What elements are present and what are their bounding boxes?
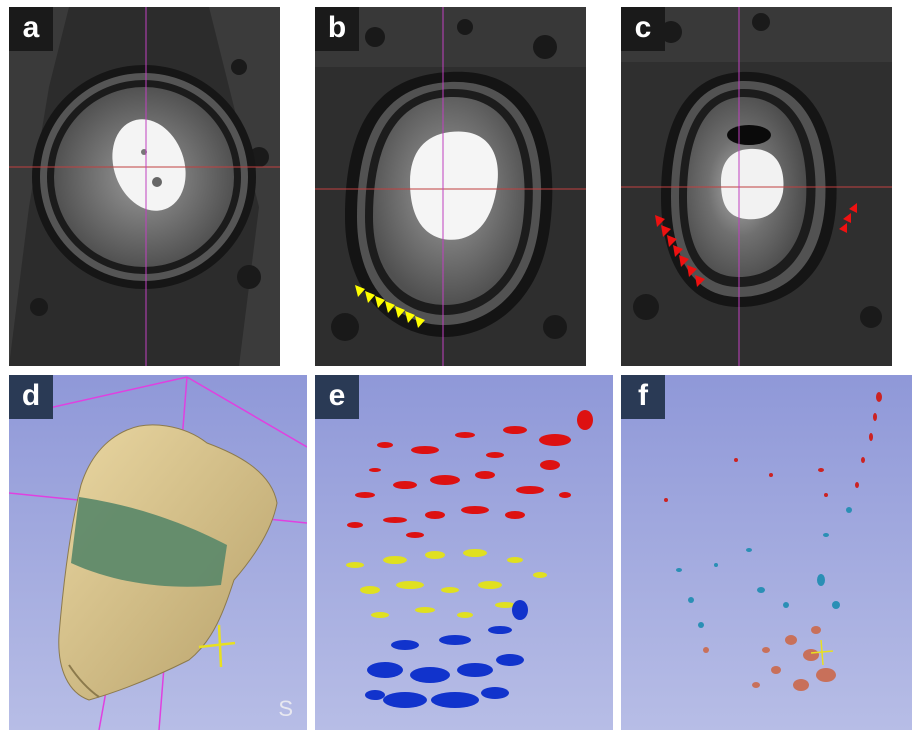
segmentation-render-e bbox=[315, 375, 613, 730]
salmon-points bbox=[703, 626, 836, 691]
panel-f-3d-segmentation: f bbox=[621, 375, 912, 730]
blue-region bbox=[365, 600, 528, 708]
red-arrowheads-right bbox=[839, 203, 857, 233]
panel-b-ct-slice: b bbox=[315, 7, 586, 366]
panel-a-ct-slice: a bbox=[9, 7, 280, 366]
red-points bbox=[664, 392, 882, 502]
orientation-cross bbox=[198, 624, 236, 668]
red-region bbox=[347, 410, 593, 538]
panel-label-a: a bbox=[9, 7, 53, 51]
blue-points bbox=[676, 507, 852, 628]
yellow-arrowheads bbox=[355, 285, 425, 328]
red-arrowheads-left bbox=[655, 215, 705, 287]
segmentation-render-f bbox=[621, 375, 912, 730]
panel-label-c: c bbox=[621, 7, 665, 51]
panel-label-e: e bbox=[315, 375, 359, 419]
yellow-region bbox=[346, 549, 547, 618]
orientation-cross bbox=[810, 639, 834, 666]
ct-slice-a-image bbox=[9, 7, 280, 366]
panel-label-b: b bbox=[315, 7, 359, 51]
ct-slice-c-image bbox=[621, 7, 892, 366]
orientation-label: S bbox=[278, 696, 293, 721]
panel-e-3d-segmentation: e bbox=[315, 375, 613, 730]
panel-d-3d-surface: d S bbox=[9, 375, 307, 730]
bone-surface-render bbox=[9, 375, 307, 730]
panel-label-d: d bbox=[9, 375, 53, 419]
panel-c-ct-slice: c bbox=[621, 7, 892, 366]
panel-label-f: f bbox=[621, 375, 665, 419]
ct-slice-b-image bbox=[315, 7, 586, 366]
